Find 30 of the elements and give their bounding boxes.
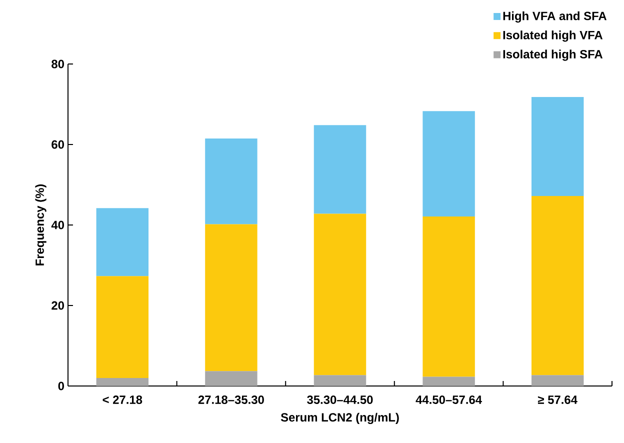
bar (422, 216, 475, 377)
y-axis-title: Frequency (%) (35, 184, 46, 266)
bar (205, 138, 258, 224)
bar (531, 196, 584, 376)
y-tick-label: 80 (52, 60, 64, 68)
legend-label: Isolated high VFA (503, 30, 603, 42)
legend-label: Isolated high SFA (503, 50, 603, 61)
bar (96, 276, 149, 378)
y-tick-label: 20 (52, 301, 64, 310)
x-axis-title: Serum LCN2 (ng/mL) (280, 412, 399, 424)
bar (205, 224, 258, 372)
x-tick-label: 27.18–35.30 (198, 396, 264, 404)
legend-label: High VFA and SFA (503, 11, 607, 23)
bar (314, 214, 366, 376)
bar (422, 376, 475, 386)
y-tick-label: 40 (51, 220, 64, 230)
x-tick-label: 35.30–44.50 (307, 396, 373, 404)
bar (531, 375, 584, 386)
y-tick-label: 60 (52, 140, 64, 149)
bar (314, 375, 366, 386)
y-tick-label: 0 (58, 382, 64, 390)
bar (96, 208, 149, 276)
x-tick-label: ≥ 57.64 (538, 396, 578, 404)
x-tick-label: 44.50–57.64 (416, 396, 482, 404)
bar (205, 371, 258, 386)
bar (314, 125, 366, 214)
bar (531, 97, 584, 196)
x-tick-label: < 27.18 (102, 396, 142, 404)
bar (96, 378, 149, 386)
bar (422, 111, 475, 217)
